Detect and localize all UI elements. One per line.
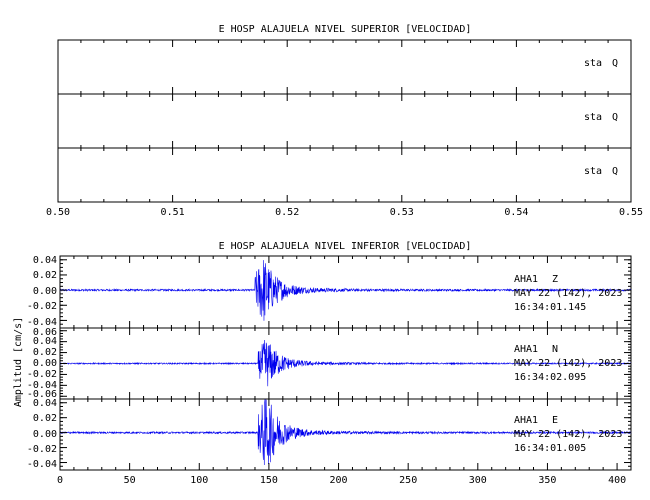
upper-chart-frame (57, 39, 632, 203)
upper-x-tick-label: 0.51 (161, 207, 185, 218)
lower-x-tick-label: 350 (538, 475, 556, 486)
component-label: N (552, 344, 558, 355)
component-label: E (552, 415, 558, 426)
y-tick-label: 0.06 (33, 327, 57, 338)
lower-waveforms (59, 260, 632, 465)
component-label: Z (552, 274, 558, 285)
y-tick-label: -0.06 (27, 389, 57, 400)
date-label: MAY 22 (142), 2023 (514, 358, 622, 369)
lower-panel-z-y-tick-labels: 0.04 0.02 0.00 -0.02 -0.04 (27, 255, 57, 328)
upper-panel-component-label: Q (612, 58, 618, 69)
upper-chart-title: E HOSP ALAJUELA NIVEL SUPERIOR [VELOCIDA… (219, 24, 472, 35)
panel-z-annotation: AHA1 Z MAY 22 (142), 2023 16:34:01.145 (514, 274, 622, 313)
lower-x-tick-labels: 0 50 100 150 200 250 300 350 400 (57, 475, 626, 486)
upper-panel-station-label: sta (584, 166, 602, 177)
upper-panel-component-label: Q (612, 112, 618, 123)
lower-y-ticks (60, 255, 631, 471)
upper-x-ticks (57, 40, 632, 202)
upper-panel-station-label: sta (584, 58, 602, 69)
y-tick-label: -0.04 (27, 380, 57, 391)
upper-x-tick-label: 0.55 (619, 207, 643, 218)
y-tick-label: -0.04 (27, 459, 57, 470)
y-tick-label: 0.02 (33, 413, 57, 424)
upper-chart: E HOSP ALAJUELA NIVEL SUPERIOR [VELOCIDA… (46, 24, 643, 218)
lower-x-tick-label: 250 (399, 475, 417, 486)
y-tick-label: 0.04 (33, 398, 57, 409)
waveform-trace-z (59, 260, 632, 321)
lower-x-tick-label: 100 (190, 475, 208, 486)
y-tick-label: 0.02 (33, 270, 57, 281)
upper-panel-component-label: Q (612, 166, 618, 177)
lower-x-tick-label: 300 (469, 475, 487, 486)
upper-x-tick-label: 0.50 (46, 207, 70, 218)
y-tick-label: 0.00 (33, 429, 57, 440)
y-tick-label: -0.04 (27, 317, 57, 328)
y-tick-label: -0.02 (27, 444, 57, 455)
y-tick-label: -0.02 (27, 301, 57, 312)
y-tick-label: 0.00 (33, 286, 57, 297)
date-label: MAY 22 (142), 2023 (514, 429, 622, 440)
panel-n-annotation: AHA1 N MAY 22 (142), 2023 16:34:02.095 (514, 344, 622, 383)
upper-panel-station-label: sta (584, 112, 602, 123)
y-tick-label: 0.04 (33, 255, 57, 266)
lower-chart-title: E HOSP ALAJUELA NIVEL INFERIOR [VELOCIDA… (219, 241, 472, 252)
upper-x-tick-label: 0.52 (275, 207, 299, 218)
lower-y-axis-label: Amplitud [cm/s] (13, 317, 24, 407)
upper-x-tick-labels: 0.50 0.51 0.52 0.53 0.54 0.55 (46, 207, 643, 218)
station-label: AHA1 (514, 415, 538, 426)
upper-x-tick-label: 0.53 (390, 207, 414, 218)
y-tick-label: -0.02 (27, 369, 57, 380)
lower-x-tick-label: 150 (260, 475, 278, 486)
time-label: 16:34:02.095 (514, 372, 586, 383)
lower-chart: E HOSP ALAJUELA NIVEL INFERIOR [VELOCIDA… (13, 241, 632, 486)
lower-x-tick-label: 400 (608, 475, 626, 486)
station-label: AHA1 (514, 274, 538, 285)
y-tick-label: 0.00 (33, 358, 57, 369)
lower-panel-n-y-tick-labels: 0.06 0.04 0.02 0.00 -0.02 -0.04 -0.06 (27, 327, 57, 400)
station-label: AHA1 (514, 344, 538, 355)
lower-x-tick-label: 0 (57, 475, 63, 486)
lower-x-tick-label: 50 (124, 475, 136, 486)
lower-x-ticks (59, 256, 632, 470)
date-label: MAY 22 (142), 2023 (514, 288, 622, 299)
lower-x-tick-label: 200 (329, 475, 347, 486)
y-tick-label: 0.04 (33, 336, 57, 347)
panel-e-annotation: AHA1 E MAY 22 (142), 2023 16:34:01.005 (514, 415, 622, 454)
time-label: 16:34:01.145 (514, 302, 586, 313)
lower-panel-e-y-tick-labels: 0.04 0.02 0.00 -0.02 -0.04 (27, 398, 57, 470)
y-tick-label: 0.02 (33, 347, 57, 358)
upper-x-tick-label: 0.54 (504, 207, 528, 218)
time-label: 16:34:01.005 (514, 443, 586, 454)
waveform-trace-e (59, 399, 632, 465)
waveform-trace-n (59, 339, 632, 387)
